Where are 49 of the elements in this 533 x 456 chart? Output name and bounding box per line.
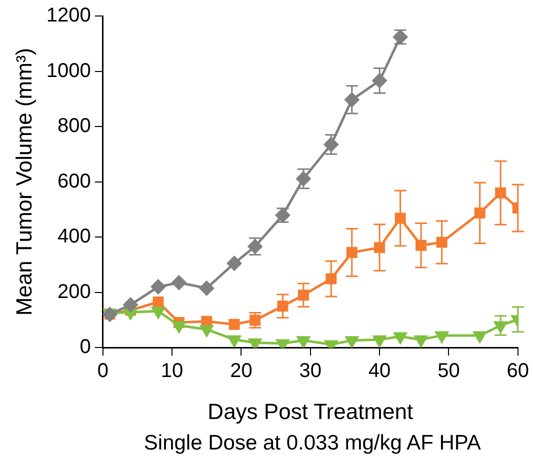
point bbox=[435, 331, 448, 343]
x-tick-label: 20 bbox=[230, 360, 252, 382]
x-axis-title: Days Post Treatment bbox=[208, 398, 414, 424]
point bbox=[297, 336, 310, 348]
y-tick-label: 800 bbox=[58, 115, 91, 138]
point bbox=[346, 247, 358, 258]
point bbox=[495, 187, 506, 198]
point bbox=[416, 240, 427, 251]
point bbox=[345, 336, 358, 348]
point bbox=[152, 306, 165, 318]
point bbox=[372, 73, 387, 88]
point bbox=[200, 325, 214, 337]
point bbox=[494, 321, 508, 333]
point bbox=[474, 208, 486, 219]
x-tick-label: 50 bbox=[438, 360, 460, 382]
x-tick-label: 10 bbox=[160, 360, 184, 382]
x-tick-label: 30 bbox=[299, 360, 322, 382]
point bbox=[394, 332, 407, 344]
point bbox=[228, 318, 240, 330]
point bbox=[123, 298, 138, 312]
point bbox=[326, 273, 337, 284]
point bbox=[150, 280, 166, 294]
y-axis-title: Mean Tumor Volume (mm³) bbox=[11, 48, 36, 316]
point bbox=[394, 212, 406, 224]
y-tick-label: 200 bbox=[58, 280, 91, 303]
point bbox=[228, 335, 241, 347]
point bbox=[473, 331, 486, 343]
y-tick-label: 400 bbox=[58, 226, 91, 248]
point bbox=[277, 300, 288, 312]
y-tick-label: 600 bbox=[58, 170, 91, 192]
point bbox=[373, 335, 386, 347]
point bbox=[227, 256, 242, 271]
point bbox=[414, 335, 428, 347]
y-tick-label: 1200 bbox=[46, 4, 91, 27]
x-tick-label: 40 bbox=[368, 360, 391, 382]
x-tick-label: 60 bbox=[506, 360, 529, 382]
y-tick-label: 1000 bbox=[46, 60, 91, 82]
point bbox=[344, 92, 360, 107]
text: Single Dose at 0.033 mg/kg AF HPA bbox=[144, 431, 481, 454]
point bbox=[298, 290, 309, 301]
x-tick-label: 0 bbox=[97, 360, 108, 382]
point bbox=[248, 338, 262, 348]
point bbox=[172, 275, 186, 290]
point bbox=[436, 236, 448, 248]
point bbox=[172, 321, 186, 333]
point bbox=[152, 296, 164, 308]
point bbox=[374, 242, 386, 254]
point bbox=[199, 280, 214, 296]
y-tick-label: 0 bbox=[80, 336, 91, 358]
